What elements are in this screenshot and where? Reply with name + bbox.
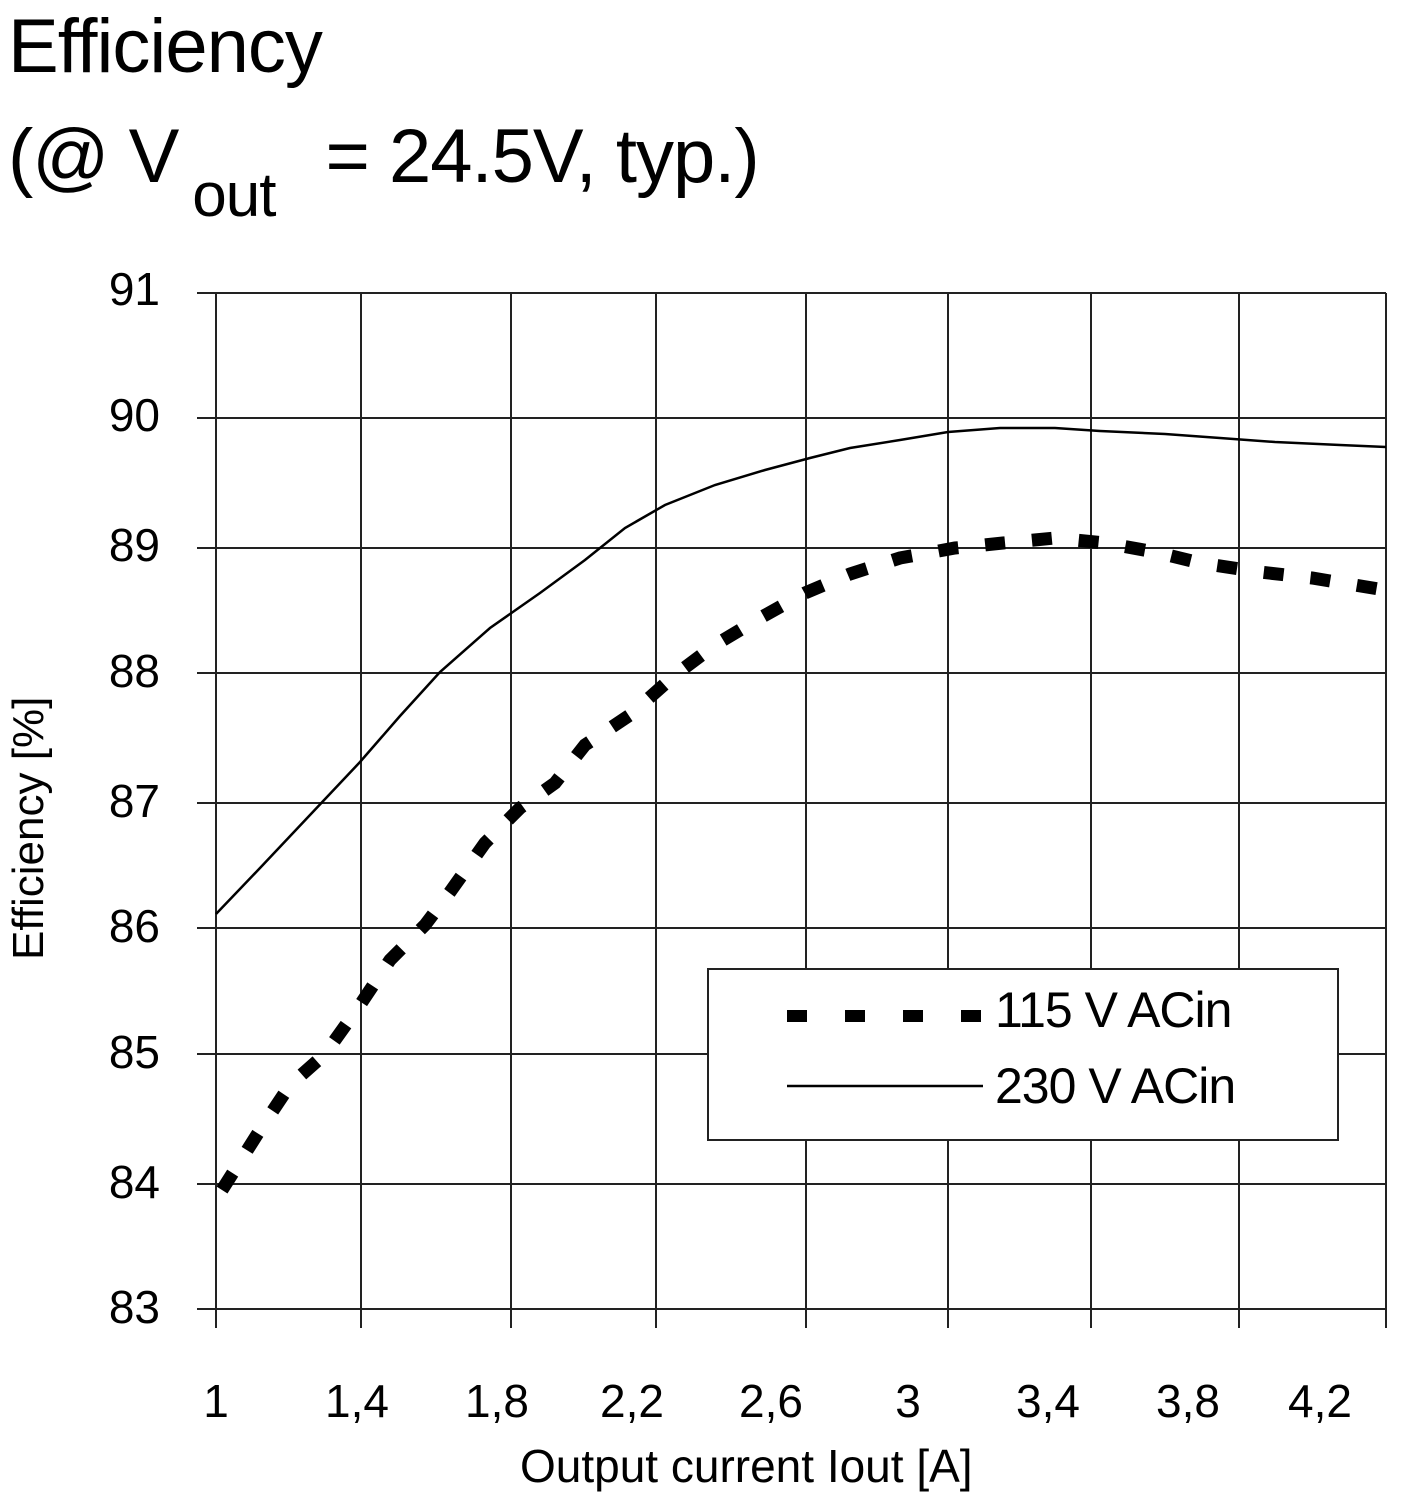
x-tick-label: 3 xyxy=(895,1375,921,1427)
solid-line-swatch-icon xyxy=(787,1084,983,1088)
x-tick-label: 1,4 xyxy=(325,1375,389,1427)
x-axis-label: Output current Iout [A] xyxy=(520,1440,973,1492)
legend-label: 115 V ACin xyxy=(995,982,1232,1038)
y-tick-label: 85 xyxy=(108,1026,160,1078)
y-tick-label: 84 xyxy=(108,1156,160,1208)
y-tick-label: 83 xyxy=(108,1281,160,1333)
x-tick-label: 1 xyxy=(203,1375,229,1427)
y-tick-label: 89 xyxy=(108,519,160,571)
legend-item-230v: 230 V ACin xyxy=(709,1056,1337,1116)
y-axis-label: Efficiency [%] xyxy=(4,696,53,960)
series-230v-line xyxy=(215,426,1387,915)
y-tick-label: 91 xyxy=(108,263,160,315)
legend: 115 V ACin 230 V ACin xyxy=(707,968,1339,1141)
y-tick-label: 86 xyxy=(108,900,160,952)
x-tick-label: 1,8 xyxy=(465,1375,529,1427)
subtitle-subscript: out xyxy=(192,161,276,230)
legend-item-115v: 115 V ACin xyxy=(709,980,1337,1040)
x-tick-label: 3,4 xyxy=(1016,1375,1080,1427)
y-tick-label: 88 xyxy=(108,645,160,697)
x-tick-label: 3,8 xyxy=(1156,1375,1220,1427)
dashed-line-swatch-icon xyxy=(787,1010,981,1022)
x-tick-label: 4,2 xyxy=(1288,1375,1352,1427)
subtitle-prefix: (@ V xyxy=(8,114,179,199)
subtitle-suffix: = 24.5V, typ.) xyxy=(325,114,759,199)
x-tick-label: 2,2 xyxy=(600,1375,664,1427)
chart-title: Efficiency xyxy=(8,4,323,89)
y-tick-label: 87 xyxy=(108,775,160,827)
x-tick-label: 2,6 xyxy=(739,1375,803,1427)
grid xyxy=(197,292,1387,1328)
series-115v-line xyxy=(216,531,1387,1194)
y-tick-label: 90 xyxy=(108,389,160,441)
legend-label: 230 V ACin xyxy=(995,1058,1236,1114)
